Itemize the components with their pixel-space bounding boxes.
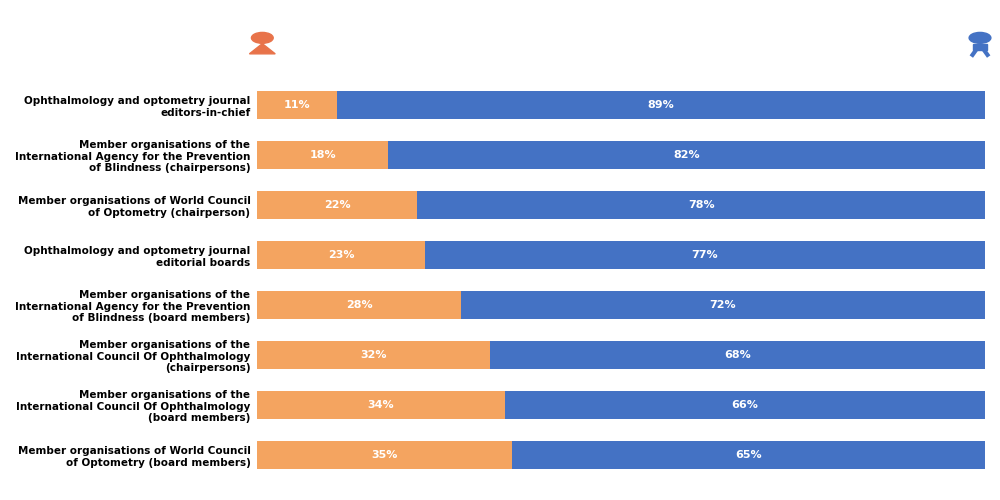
Bar: [257, 141, 388, 169]
Text: 89%: 89%: [648, 100, 675, 110]
Text: 18%: 18%: [309, 150, 336, 160]
Text: 66%: 66%: [731, 400, 758, 410]
Text: 68%: 68%: [724, 350, 751, 360]
Bar: [257, 391, 505, 418]
Bar: [257, 441, 512, 469]
Text: 11%: 11%: [284, 100, 311, 110]
Text: 82%: 82%: [673, 150, 700, 160]
Text: 23%: 23%: [328, 250, 354, 260]
Text: 77%: 77%: [692, 250, 718, 260]
Bar: [257, 341, 490, 368]
Bar: [257, 291, 461, 319]
Bar: [257, 241, 425, 268]
Text: 65%: 65%: [735, 450, 762, 460]
Bar: [388, 141, 985, 169]
Bar: [257, 91, 337, 118]
Bar: [425, 241, 985, 268]
Bar: [505, 391, 985, 418]
Text: 78%: 78%: [688, 200, 715, 210]
Bar: [257, 191, 417, 218]
Bar: [490, 341, 985, 368]
Bar: [417, 191, 985, 218]
Text: 32%: 32%: [360, 350, 387, 360]
Text: 72%: 72%: [710, 300, 736, 310]
Bar: [461, 291, 985, 319]
Text: 35%: 35%: [371, 450, 398, 460]
Text: 34%: 34%: [368, 400, 394, 410]
Text: 22%: 22%: [324, 200, 351, 210]
Bar: [337, 91, 985, 118]
Text: 28%: 28%: [346, 300, 373, 310]
Bar: [512, 441, 985, 469]
